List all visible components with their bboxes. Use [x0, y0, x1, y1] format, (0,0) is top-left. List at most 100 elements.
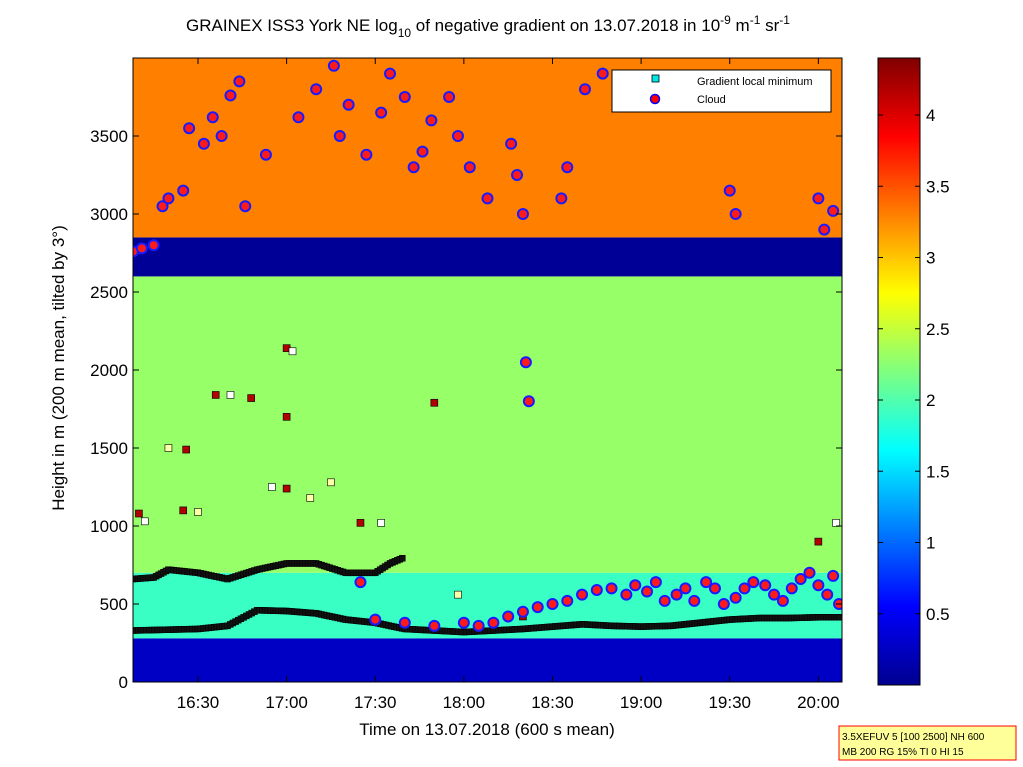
- info-line-2: MB 200 RG 15% TI 0 HI 15: [842, 747, 964, 758]
- cloud-marker: [147, 239, 160, 252]
- heatmap-layer-3: [133, 237, 842, 277]
- cloud-marker: [342, 98, 355, 111]
- info-box: 3.5XEFUV 5 [100 2500] NH 600 MB 200 RG 1…: [838, 725, 1017, 761]
- x-axis: 16:30 17:00 17:30 18:00 18:30 19:00 19:30 20:00: [177, 58, 840, 712]
- cloud-marker: [239, 200, 252, 213]
- extra-minimum-marker: [282, 484, 291, 493]
- cloud-marker: [369, 613, 382, 626]
- extra-minimum-marker: [211, 391, 220, 399]
- cloud-marker: [416, 145, 429, 158]
- cloud-marker: [688, 594, 701, 607]
- y-tick-label: 2000: [90, 361, 128, 380]
- cloud-marker: [717, 598, 730, 610]
- heatmap-layer-0: [133, 638, 842, 682]
- cloud-marker: [670, 588, 683, 601]
- cloud-marker: [812, 579, 825, 592]
- cloud-marker: [785, 582, 798, 595]
- colorbar-tick-label: 2: [926, 391, 935, 410]
- extra-minimum-marker: [814, 537, 823, 546]
- colorbar-tick-label: 3: [926, 249, 935, 268]
- cloud-marker: [443, 91, 456, 103]
- extra-minimum-marker: [282, 412, 291, 421]
- info-line-1: 3.5XEFUV 5 [100 2500] NH 600: [842, 732, 985, 743]
- cloud-marker: [162, 192, 175, 205]
- gradient-minimum-lines: [133, 554, 842, 636]
- cloud-marker: [531, 601, 544, 614]
- cloud-marker: [360, 148, 373, 161]
- cloud-marker: [590, 583, 603, 596]
- x-tick-label: 18:30: [531, 693, 574, 712]
- x-tick-label: 18:00: [443, 693, 486, 712]
- y-axis: 0 500 1000 1500 2000 2500 3000 3500: [90, 127, 842, 692]
- extra-minimum-marker: [356, 519, 365, 527]
- cloud-marker: [463, 161, 476, 174]
- cloud-marker: [233, 75, 246, 88]
- colorbar-tick-label: 0.5: [926, 605, 950, 624]
- cloud-marker: [768, 588, 781, 601]
- x-tick-label: 16:30: [177, 693, 220, 712]
- cloud-marker: [384, 67, 397, 80]
- x-tick-label: 19:00: [620, 693, 663, 712]
- colorbar-tick-label: 4: [926, 106, 935, 125]
- extra-minimum-marker: [327, 478, 335, 487]
- gradient-minimum-marker: [399, 554, 406, 562]
- cloud-marker: [818, 223, 831, 236]
- legend-label-gradient-minimum: Gradient local minimum: [697, 76, 813, 88]
- cloud-marker: [729, 591, 742, 604]
- chart-title: GRAINEX ISS3 York NE log10 of negative g…: [186, 13, 790, 40]
- heatmap-layers: [133, 58, 842, 682]
- cloud-marker: [812, 192, 825, 205]
- cloud-marker: [700, 576, 713, 589]
- cloud-marker: [729, 208, 742, 220]
- extra-minimum-marker: [247, 394, 255, 402]
- extra-minimum-marker: [135, 509, 143, 518]
- colorbar-ticks: 0.5 1 1.5 2 2.5 3 3.5 4: [878, 106, 950, 624]
- x-tick-label: 19:30: [708, 693, 751, 712]
- extra-minimum-marker: [141, 517, 149, 526]
- cloud-marker: [407, 161, 420, 174]
- cloud-marker: [679, 582, 692, 595]
- colorbar-tick-label: 3.5: [926, 177, 950, 196]
- cloud-marker: [398, 616, 411, 629]
- cloud-marker: [292, 111, 305, 124]
- cloud-marker: [354, 576, 367, 589]
- y-tick-label: 500: [100, 595, 128, 614]
- cloud-marker: [605, 582, 618, 595]
- extra-minimum-marker: [179, 506, 188, 515]
- legend-label-cloud: Cloud: [697, 94, 726, 106]
- colorbar-gradient: [877, 57, 921, 686]
- extra-minimum-marker: [832, 519, 840, 527]
- cloud-marker: [658, 594, 671, 607]
- cloud-marker: [197, 137, 210, 150]
- cloud-marker: [224, 89, 237, 102]
- cloud-marker: [505, 137, 518, 150]
- cloud-marker: [576, 588, 589, 601]
- cloud-marker: [451, 130, 464, 142]
- cloud-marker: [215, 130, 228, 142]
- legend-marker-gradient-minimum: [651, 74, 660, 83]
- cloud-marker: [177, 184, 190, 197]
- extra-minimum-marker: [288, 347, 297, 356]
- cloud-marker: [327, 59, 340, 72]
- cloud-marker: [519, 356, 532, 369]
- y-tick-label: 2500: [90, 283, 128, 302]
- cloud-marker: [596, 67, 609, 80]
- cloud-marker: [487, 616, 500, 629]
- cloud-marker: [561, 161, 574, 174]
- cloud-marker: [747, 576, 760, 589]
- y-tick-label: 1000: [90, 517, 128, 536]
- x-axis-label: Time on 13.07.2018 (600 s mean): [359, 720, 614, 739]
- cloud-marker: [375, 106, 388, 119]
- cloud-marker: [794, 573, 807, 586]
- cloud-marker: [481, 192, 494, 205]
- extra-minimum-marker: [194, 508, 202, 516]
- y-axis-label: Height in m (200 m mean, tilted by 3°): [49, 225, 68, 511]
- extra-minimum-marker: [164, 444, 173, 452]
- cloud-marker: [398, 91, 411, 103]
- cloud-marker: [629, 579, 642, 592]
- cloud-marker: [546, 598, 559, 610]
- extra-minimum-marker: [306, 494, 315, 502]
- cloud-marker: [649, 576, 662, 589]
- colorbar-tick-label: 1.5: [926, 462, 950, 481]
